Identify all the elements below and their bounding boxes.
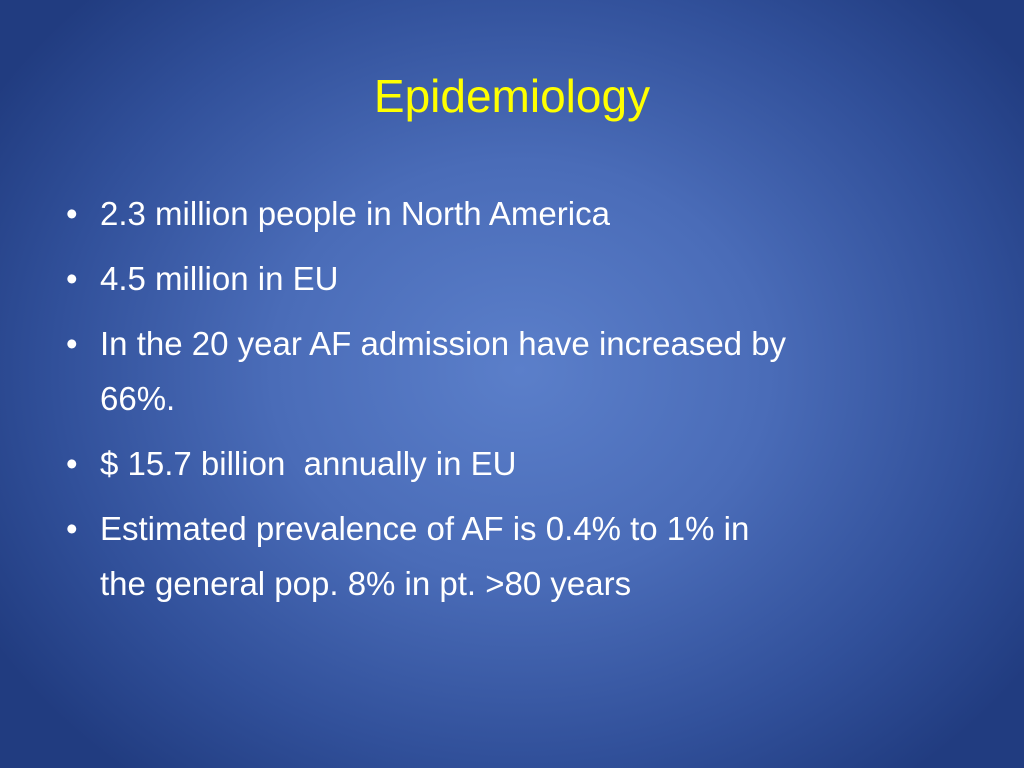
bullet-text: 2.3 million people in North America [100, 195, 610, 232]
bullet-item: • 4.5 million in EU [60, 251, 980, 306]
bullet-icon: • [66, 325, 78, 362]
bullet-icon: • [66, 445, 78, 482]
bullet-icon: • [66, 510, 78, 547]
bullet-item: • Estimated prevalence of AF is 0.4% to 1… [60, 501, 980, 611]
bullet-text: $ 15.7 billion annually in EU [100, 445, 517, 482]
slide-title: Epidemiology [373, 70, 651, 122]
bullet-text: 4.5 million in EU [100, 260, 339, 297]
bullet-text-continued: the general pop. 8% in pt. >80 years [100, 565, 632, 602]
bullet-list: • 2.3 million people in North America • 4.… [60, 186, 980, 621]
bullet-text: Estimated prevalence of AF is 0.4% to 1%… [100, 510, 750, 547]
bullet-icon: • [66, 260, 78, 297]
bullet-item: • $ 15.7 billion annually in EU [60, 436, 980, 491]
bullet-item: • 2.3 million people in North America [60, 186, 980, 241]
bullet-item: • In the 20 year AF admission have increa… [60, 316, 980, 426]
bullet-text-continued: 66%. [100, 380, 176, 417]
bullet-icon: • [66, 195, 78, 232]
bullet-text: In the 20 year AF admission have increas… [100, 325, 787, 362]
